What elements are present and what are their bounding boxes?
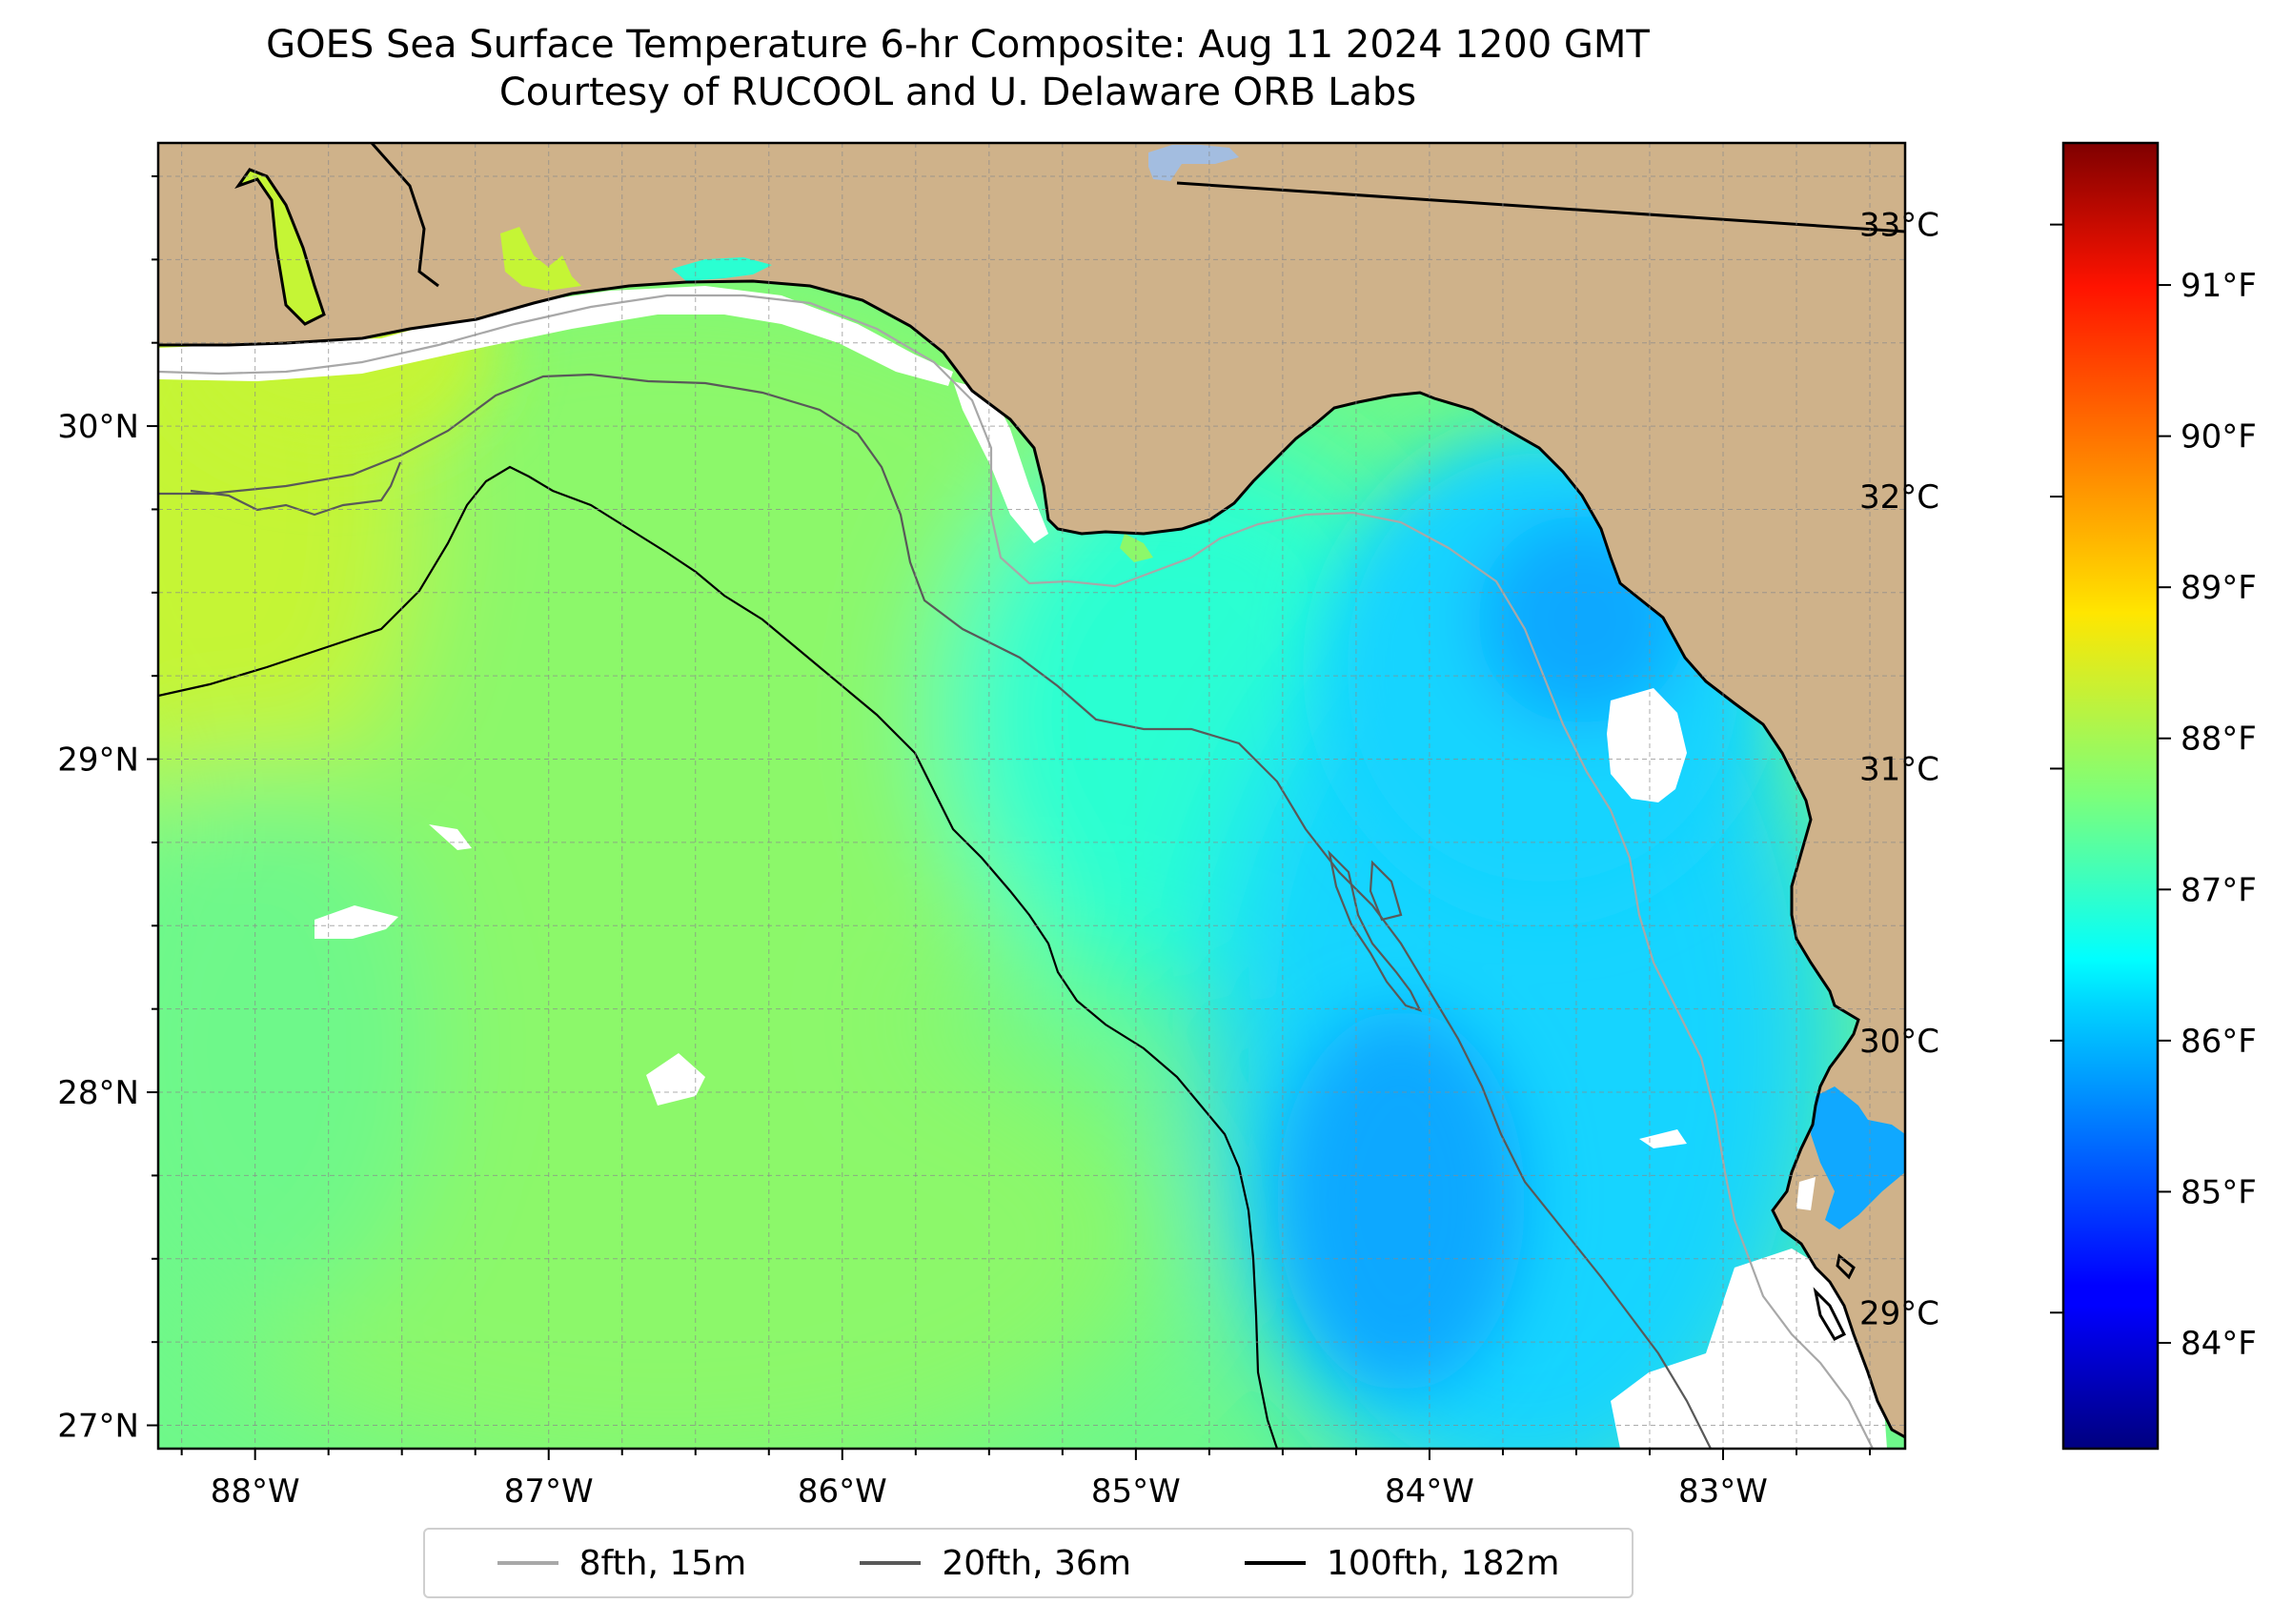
- legend-label-8fth: 8fth, 15m: [578, 1543, 747, 1583]
- no-data-panhandle-coast: [953, 381, 1048, 543]
- barrier-island-2: [1836, 1253, 1856, 1280]
- lat-tick-label: 28°N: [57, 1074, 139, 1112]
- lat-tick-label: 30°N: [57, 408, 139, 446]
- apalachee-bay-shore: [1120, 534, 1153, 562]
- bigbend-shoal-2: [1369, 860, 1403, 922]
- lon-tick-label: 84°W: [1385, 1472, 1474, 1511]
- state-border: [370, 143, 439, 288]
- title-line-1: GOES Sea Surface Temperature 6-hr Compos…: [266, 23, 1650, 67]
- title-line-2: Courtesy of RUCOOL and U. Delaware ORB L…: [498, 71, 1417, 114]
- lon-tick-label: 88°W: [211, 1472, 300, 1511]
- legend-item-8fth: 8fth, 15m: [497, 1543, 747, 1583]
- sst-region-southwest: [158, 762, 438, 1334]
- fahrenheit-tick-label: 90°F: [2181, 418, 2257, 457]
- sst-region-coldest-south: [1277, 1010, 1525, 1391]
- colorbar-gradient: [2061, 141, 2160, 1451]
- fahrenheit-tick-label: 86°F: [2181, 1023, 2257, 1061]
- choctawhatchee-bay: [672, 257, 772, 281]
- state-border-georgia: [1176, 181, 1905, 233]
- no-data-offshore-3: [429, 824, 472, 850]
- fahrenheit-tick-label: 88°F: [2181, 721, 2257, 759]
- mobile-bay-coastline: [234, 168, 326, 326]
- contour-20fth: [158, 373, 1712, 1449]
- fahrenheit-tick-label: 87°F: [2181, 871, 2257, 909]
- coastlines: [158, 143, 1905, 1439]
- fahrenheit-tick-label: 85°F: [2181, 1173, 2257, 1211]
- land-mass: [158, 143, 1905, 1437]
- celsius-tick-label: 32°C: [1859, 478, 1939, 517]
- legend-item-100fth: 100fth, 182m: [1245, 1544, 1559, 1583]
- legend-swatch-8fth: [497, 1561, 558, 1565]
- lon-tick-label: 86°W: [798, 1472, 887, 1511]
- celsius-tick-label: 29°C: [1859, 1294, 1939, 1332]
- colorbar: 33°C 32°C 31°C 30°C 29°C 91°F 90°F 89°F 88°F 87°F…: [1859, 141, 2257, 1451]
- colorbar-axes: 33°C 32°C 31°C 30°C 29°C 91°F 90°F 89°F 88°F 87°F…: [1859, 207, 2257, 1363]
- map-axes: 88°W 87°W 86°W 85°W 84°W 83°W 30°N 29°N 28°N 27°N: [57, 174, 1872, 1511]
- legend-label-20fth: 20fth, 36m: [942, 1543, 1131, 1583]
- coastline: [158, 279, 1905, 1439]
- contour-legend: 8fth, 15m 20fth, 36m 100fth, 182m: [423, 1528, 1634, 1598]
- legend-label-100fth: 100fth, 182m: [1327, 1543, 1560, 1583]
- lon-tick-label: 85°W: [1091, 1472, 1181, 1511]
- tampa-bay-patch: [1796, 1177, 1816, 1210]
- no-data-bigbend: [1607, 688, 1687, 802]
- lat-tick-label: 27°N: [57, 1408, 139, 1446]
- celsius-tick-label: 33°C: [1859, 207, 1939, 245]
- lon-tick-label: 83°W: [1678, 1472, 1768, 1511]
- land-layer: [158, 143, 1905, 1437]
- barrier-island-1: [1813, 1287, 1847, 1341]
- no-data-coastal-strip: [158, 286, 953, 386]
- lat-tick-label: 29°N: [57, 741, 139, 780]
- fahrenheit-tick-label: 91°F: [2181, 267, 2257, 305]
- legend-swatch-20fth: [860, 1561, 922, 1565]
- fahrenheit-tick-label: 84°F: [2181, 1325, 2257, 1363]
- lake: [1148, 145, 1239, 181]
- celsius-tick-label: 30°C: [1859, 1023, 1939, 1061]
- no-data-shelf-patch: [1639, 1129, 1687, 1148]
- no-data-offshore-2: [315, 905, 398, 939]
- legend-swatch-100fth: [1245, 1561, 1307, 1565]
- fahrenheit-tick-label: 89°F: [2181, 569, 2257, 607]
- bigbend-shoal-1: [1328, 849, 1423, 1012]
- no-data-patches: [158, 286, 1887, 1449]
- west-shoal: [190, 461, 402, 517]
- lon-tick-label: 87°W: [504, 1472, 594, 1511]
- celsius-tick-label: 31°C: [1859, 750, 1939, 788]
- graticule: [158, 143, 1905, 1449]
- mobile-bay-inlet: [238, 170, 324, 324]
- bathymetry-contours: [158, 294, 1874, 1449]
- contour-100fth: [158, 465, 1279, 1449]
- legend-item-20fth: 20fth, 36m: [860, 1544, 1131, 1583]
- pensacola-bay: [500, 227, 581, 291]
- contour-8fth: [158, 294, 1874, 1449]
- tampa-bay: [1811, 1086, 1905, 1229]
- map-frame: [156, 141, 1907, 1451]
- map-title: GOES Sea Surface Temperature 6-hr Compos…: [0, 21, 1916, 116]
